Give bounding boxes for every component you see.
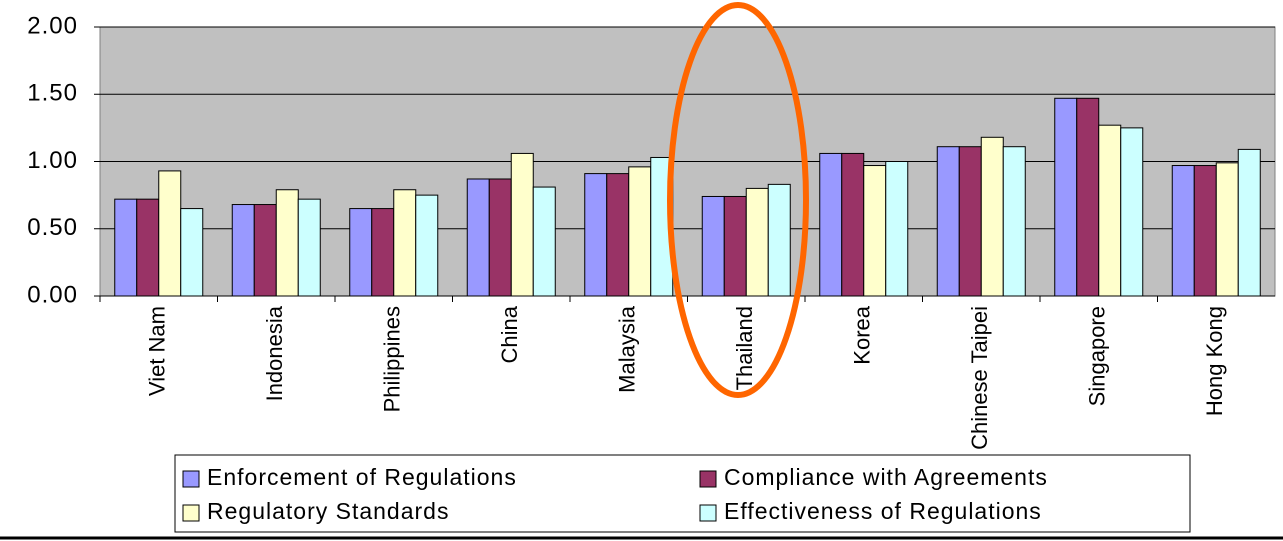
bar	[136, 198, 160, 297]
x-tick-label: Korea	[850, 305, 875, 364]
bar	[863, 165, 887, 297]
bar	[1193, 165, 1217, 297]
bar	[701, 195, 725, 297]
bar	[1054, 97, 1078, 297]
bar	[393, 189, 417, 297]
x-tick-label: Philippines	[380, 306, 405, 412]
legend-label: Enforcement of Regulations	[207, 464, 517, 490]
bar	[1171, 165, 1195, 297]
legend-swatch	[182, 504, 200, 522]
bar	[936, 146, 960, 297]
x-tick-label: Indonesia	[262, 305, 287, 401]
x-tick-label: Chinese Taipei	[967, 306, 992, 450]
bar	[371, 208, 395, 297]
y-tick-label: 1.00	[27, 147, 78, 174]
y-tick-label: 0.00	[27, 281, 78, 308]
x-tick-label: China	[497, 305, 522, 363]
bar	[297, 198, 321, 297]
bar	[584, 173, 608, 297]
bar	[114, 198, 138, 297]
bar	[1098, 124, 1122, 297]
highlight-ellipse	[667, 2, 809, 398]
bar	[958, 146, 982, 297]
bar	[180, 208, 204, 297]
x-tick-label: Thailand	[732, 306, 757, 390]
bar	[606, 173, 630, 297]
bar	[1215, 162, 1239, 297]
x-tick-label: Hong Kong	[1202, 306, 1227, 416]
legend-swatch	[182, 470, 200, 488]
bar	[349, 208, 373, 297]
bar	[1120, 127, 1144, 297]
y-tick-label: 2.00	[27, 12, 78, 39]
y-tick-label: 1.50	[27, 80, 78, 107]
bar	[841, 152, 865, 297]
y-tick-label: 0.50	[27, 214, 78, 241]
bar	[275, 189, 299, 297]
bar	[1237, 148, 1261, 297]
bar	[532, 186, 556, 297]
x-tick-label: Malaysia	[615, 305, 640, 393]
bar	[158, 170, 182, 297]
bar	[885, 161, 909, 297]
legend-label: Regulatory Standards	[207, 498, 449, 524]
bar	[723, 195, 747, 297]
x-tick-label: Viet Nam	[145, 306, 170, 396]
legend-swatch	[699, 504, 717, 522]
bar	[231, 204, 255, 297]
bar	[415, 194, 439, 297]
bar	[253, 204, 277, 297]
bar	[488, 178, 512, 297]
legend-label: Effectiveness of Regulations	[724, 498, 1042, 524]
bar	[510, 152, 534, 297]
legend-swatch	[699, 470, 717, 488]
bar	[466, 178, 490, 297]
bar	[980, 136, 1004, 297]
legend	[174, 454, 1191, 533]
bar	[819, 152, 843, 297]
bar	[1002, 146, 1026, 297]
bar	[745, 187, 769, 297]
legend-label: Compliance with Agreements	[724, 464, 1048, 490]
x-tick-label: Singapore	[1085, 306, 1110, 406]
bar	[628, 166, 652, 297]
bar	[1076, 97, 1100, 297]
bar	[767, 183, 791, 297]
